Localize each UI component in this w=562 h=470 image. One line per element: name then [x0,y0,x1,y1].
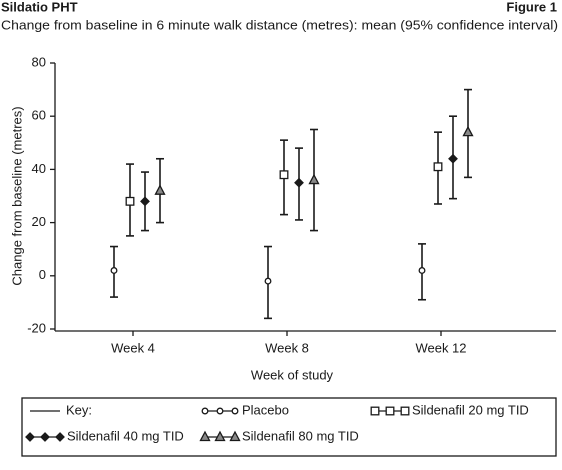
y-tick-label: 40 [32,161,46,176]
marker [294,177,304,188]
marker [400,406,410,416]
y-tick-label: 60 [32,108,46,123]
y-axis-label: Change from baseline (metres) [9,106,24,285]
marker [370,406,380,416]
x-tick-label: Week 8 [265,340,309,355]
header-right: Figure 1 [506,0,557,14]
marker [229,430,241,442]
marker [231,407,239,415]
marker [125,196,135,206]
marker [40,432,50,442]
marker [279,170,289,180]
y-tick-label: 80 [32,54,46,69]
marker [55,432,65,442]
legend-title: Key: [66,402,92,417]
marker [462,125,474,137]
marker [154,184,166,195]
x-tick-label: Week 12 [415,340,466,355]
y-tick-label: 0 [39,267,46,282]
y-tick-label: 20 [32,214,46,229]
marker [308,173,320,185]
marker [25,432,35,442]
legend-label: Sildenafil 80 mg TID [242,428,359,443]
x-axis-label: Week of study [251,367,334,382]
marker [433,162,443,172]
legend-label: Sildenafil 40 mg TID [67,428,184,443]
legend-label: Sildenafil 20 mg TID [412,402,529,417]
legend-label: Placebo [242,402,289,417]
marker [264,277,272,285]
y-tick-label: -20 [27,320,46,335]
chart-title: Change from baseline in 6 minute walk di… [1,17,558,32]
marker [385,406,395,416]
header-left: Sildatio PHT [1,0,78,14]
marker [199,430,211,442]
marker [140,196,150,207]
marker [214,430,226,442]
marker [418,267,426,274]
marker [201,407,209,415]
x-tick-label: Week 4 [111,340,155,355]
legend-box [21,397,557,457]
marker [448,153,458,164]
marker [110,267,118,274]
marker [216,407,224,415]
